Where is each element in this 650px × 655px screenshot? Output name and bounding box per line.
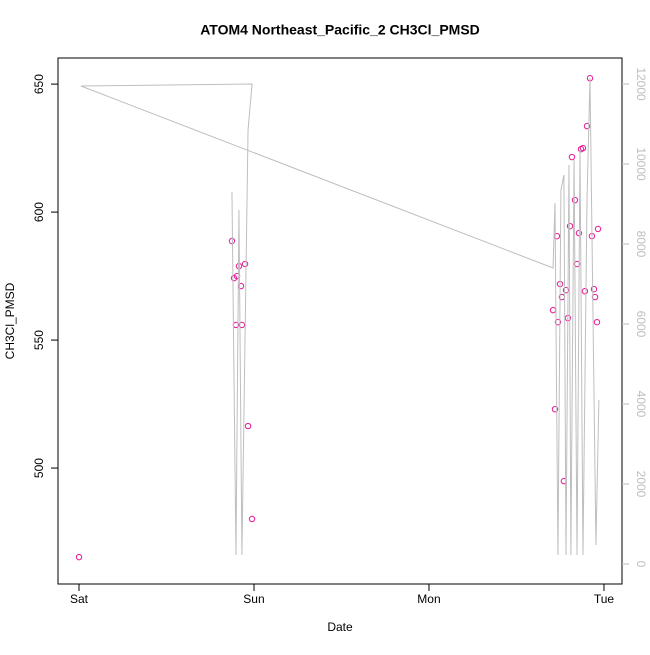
data-point	[593, 318, 601, 326]
x-axis-label: Date	[327, 620, 353, 634]
x-tick-label: Sun	[243, 592, 264, 606]
y2-tick-label: 10000	[634, 147, 648, 181]
data-point	[579, 144, 587, 152]
data-point	[566, 222, 574, 230]
data-point	[551, 405, 559, 413]
data-point	[594, 225, 602, 233]
data-point	[583, 122, 591, 130]
data-point	[248, 515, 256, 523]
y2-tick-label: 4000	[634, 391, 648, 418]
data-line	[80, 77, 600, 556]
data-point	[241, 260, 249, 268]
data-point	[573, 260, 581, 268]
chart-title: ATOM4 Northeast_Pacific_2 CH3Cl_PMSD	[200, 22, 480, 38]
data-point	[562, 286, 570, 294]
data-point	[568, 153, 576, 161]
y-tick-label: 600	[32, 202, 46, 222]
data-point	[590, 285, 598, 293]
data-point	[554, 318, 562, 326]
y2-tick-label: 6000	[634, 311, 648, 338]
y2-tick-label: 12000	[634, 67, 648, 101]
data-point	[581, 287, 589, 295]
y2-tick-label: 2000	[634, 471, 648, 498]
y-tick-label: 550	[32, 330, 46, 350]
data-point	[238, 321, 246, 329]
data-point	[75, 553, 83, 561]
data-point	[571, 196, 579, 204]
x-tick-label: Sat	[70, 592, 89, 606]
x-tick-label: Tue	[594, 592, 615, 606]
plot-frame	[57, 57, 623, 585]
x-tick-label: Mon	[417, 592, 440, 606]
data-point	[228, 237, 236, 245]
data-point	[244, 422, 252, 430]
y-tick-label: 500	[32, 458, 46, 478]
y2-tick-label: 8000	[634, 231, 648, 258]
y2-tick-label: 0	[634, 561, 648, 568]
y-tick-label: 650	[32, 74, 46, 94]
y-axis-label: CH3Cl_PMSD	[3, 282, 17, 359]
